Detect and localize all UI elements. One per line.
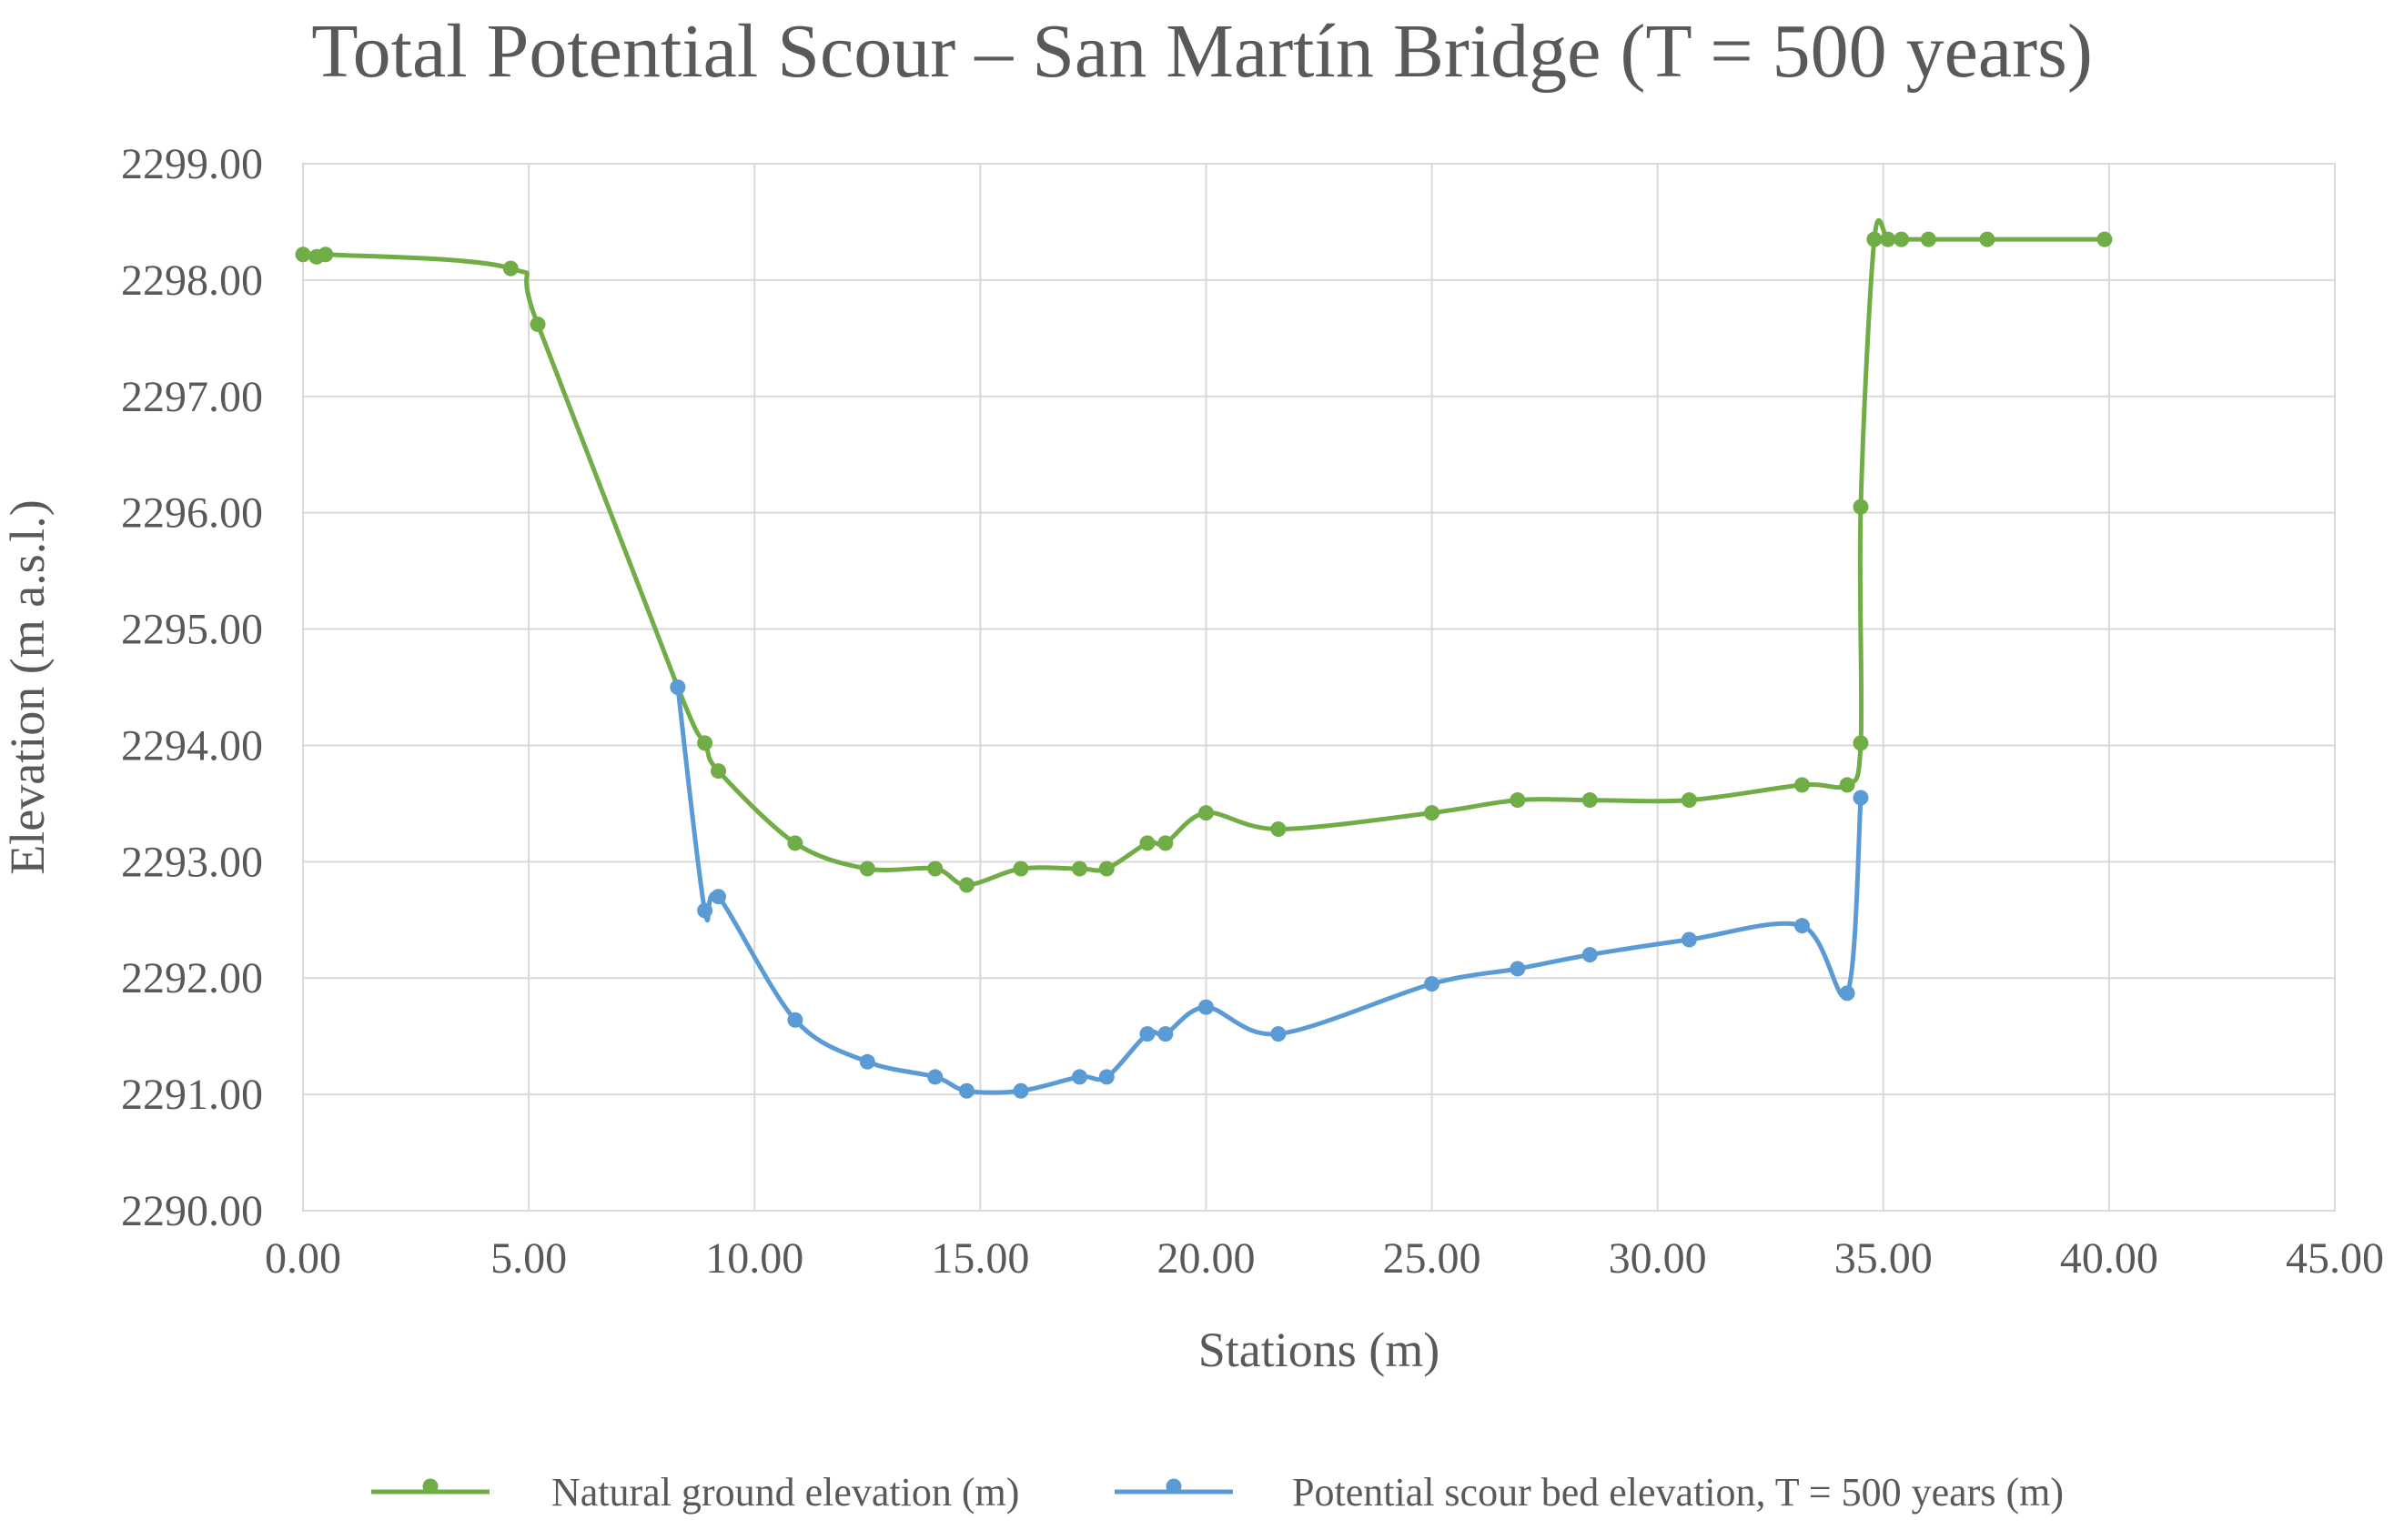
legend-item-2: Potential scour bed elevation, T = 500 y…	[1115, 1470, 2064, 1515]
data-point	[1853, 735, 1869, 751]
legend-label: Natural ground elevation (m)	[551, 1470, 1019, 1515]
data-point	[787, 1012, 803, 1028]
y-tick-label: 2295.00	[121, 606, 263, 654]
x-tick-label: 5.00	[490, 1234, 567, 1283]
data-point	[927, 1069, 944, 1085]
data-point	[1853, 498, 1869, 515]
series-2	[670, 679, 1869, 1099]
data-point	[859, 861, 875, 877]
data-point	[530, 316, 546, 332]
data-point	[1839, 985, 1855, 1002]
x-tick-label: 20.00	[1157, 1234, 1255, 1283]
data-point	[1139, 835, 1156, 851]
y-tick-label: 2293.00	[121, 838, 263, 886]
data-point	[1681, 792, 1697, 809]
data-point	[958, 877, 975, 893]
data-point	[927, 861, 944, 877]
data-point	[1581, 947, 1598, 963]
data-point	[1270, 821, 1287, 838]
legend-label: Potential scour bed elevation, T = 500 y…	[1292, 1470, 2064, 1515]
data-point	[1197, 999, 1214, 1015]
data-point	[787, 835, 803, 851]
data-point	[1581, 792, 1598, 809]
data-point	[958, 1082, 975, 1099]
data-point	[1013, 861, 1029, 877]
data-point	[1098, 1069, 1115, 1085]
x-axis-title: Stations (m)	[1198, 1323, 1440, 1377]
data-point	[2096, 231, 2113, 247]
legend-marker	[422, 1478, 439, 1495]
data-point	[1197, 805, 1214, 821]
data-point	[295, 247, 311, 263]
x-tick-label: 40.00	[2060, 1234, 2158, 1283]
data-point	[1853, 790, 1869, 806]
legend-marker	[1166, 1478, 1182, 1495]
data-point	[697, 902, 713, 919]
y-tick-label: 2296.00	[121, 489, 263, 538]
data-point	[1979, 231, 1995, 247]
y-tick-label: 2292.00	[121, 954, 263, 1002]
data-point	[711, 889, 727, 905]
series-line	[300, 217, 2107, 888]
x-tick-label: 10.00	[705, 1234, 803, 1283]
data-point	[318, 247, 334, 263]
y-tick-label: 2299.00	[121, 140, 263, 188]
series-line	[675, 685, 1864, 1095]
data-point	[1510, 792, 1526, 809]
data-point	[1098, 861, 1115, 877]
data-point	[1681, 931, 1697, 948]
chart-title: Total Potential Scour – San Martín Bridg…	[311, 9, 2093, 94]
y-tick-label: 2290.00	[121, 1187, 263, 1235]
data-point	[670, 679, 686, 695]
y-tick-label: 2291.00	[121, 1071, 263, 1119]
data-point	[859, 1053, 875, 1070]
data-point	[1424, 805, 1440, 821]
data-point	[1793, 918, 1810, 934]
series-1	[295, 217, 2113, 893]
y-tick-label: 2297.00	[121, 373, 263, 421]
plot-area-border	[302, 163, 2336, 1212]
y-tick-label: 2298.00	[121, 257, 263, 305]
y-axis-title: Elevation (m a.s.l.)	[0, 499, 55, 874]
x-tick-label: 30.00	[1609, 1234, 1707, 1283]
data-point	[1072, 861, 1088, 877]
legend-item-1: Natural ground elevation (m)	[371, 1470, 1019, 1515]
data-point	[502, 260, 519, 277]
data-point	[1072, 1069, 1088, 1085]
data-point	[1157, 1026, 1174, 1042]
data-point	[1424, 976, 1440, 992]
data-point	[711, 763, 727, 780]
data-point	[1839, 777, 1855, 793]
x-tick-label: 25.00	[1383, 1234, 1481, 1283]
data-point	[697, 735, 713, 751]
x-tick-label: 45.00	[2286, 1234, 2384, 1283]
data-point	[1270, 1026, 1287, 1042]
data-point	[1157, 835, 1174, 851]
x-tick-label: 35.00	[1834, 1234, 1933, 1283]
data-point	[1920, 231, 1936, 247]
x-tick-label: 15.00	[931, 1234, 1029, 1283]
data-point	[1894, 231, 1910, 247]
x-tick-label: 0.00	[265, 1234, 341, 1283]
data-point	[1866, 231, 1883, 247]
data-point	[1013, 1082, 1029, 1099]
data-point	[1139, 1026, 1156, 1042]
data-point	[1510, 961, 1526, 977]
data-point	[1880, 231, 1896, 247]
data-point	[1793, 777, 1810, 793]
y-tick-label: 2294.00	[121, 721, 263, 770]
